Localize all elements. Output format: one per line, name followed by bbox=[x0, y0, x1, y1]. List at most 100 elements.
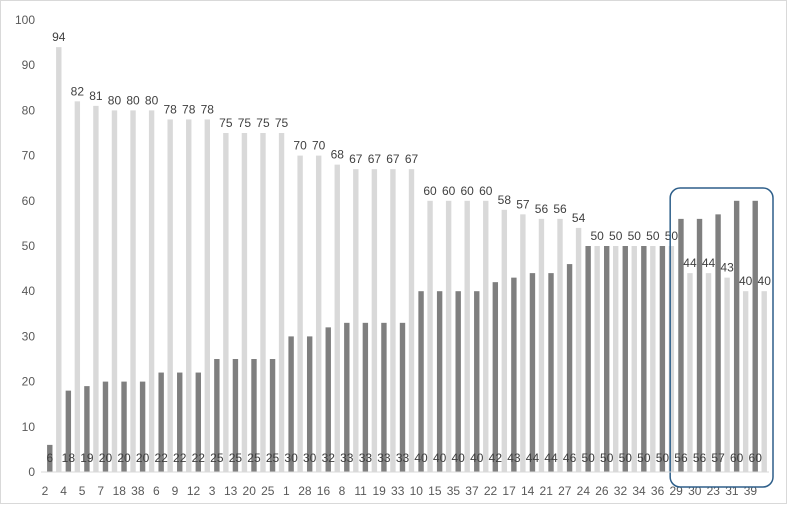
bar-light bbox=[613, 246, 619, 472]
x-tick-label: 32 bbox=[614, 484, 628, 498]
bar-dark bbox=[529, 273, 536, 472]
bar-dark bbox=[306, 336, 313, 472]
x-tick-label: 19 bbox=[372, 484, 386, 498]
bars bbox=[47, 47, 767, 473]
y-tick-label: 50 bbox=[22, 239, 36, 253]
bar-dark bbox=[641, 246, 647, 472]
y-axis-ticks: 0 10 20 30 40 50 60 70 80 90 100 bbox=[15, 13, 35, 479]
bar-dark bbox=[344, 322, 350, 472]
data-label-dark: 25 bbox=[247, 451, 261, 465]
data-label-light: 40 bbox=[739, 274, 753, 288]
y-tick-label: 60 bbox=[22, 194, 36, 208]
bar-dark bbox=[177, 372, 183, 472]
bar-dark bbox=[585, 246, 591, 472]
bar-light bbox=[130, 110, 136, 473]
x-tick-label: 39 bbox=[744, 484, 758, 498]
bar-light bbox=[56, 47, 62, 473]
bar-light bbox=[334, 164, 340, 472]
data-label-dark: 20 bbox=[136, 451, 150, 465]
x-axis-ticks: 2 4 5 7 18 38 6 9 12 3 13 20 25 1 28 16 8 11 19 33 10 15 35 37 2… bbox=[42, 484, 758, 498]
data-label-dark: 33 bbox=[340, 451, 354, 465]
bar-light bbox=[204, 119, 210, 472]
data-label-dark: 30 bbox=[303, 451, 317, 465]
x-tick-label: 12 bbox=[187, 484, 201, 498]
bar-light bbox=[650, 246, 656, 472]
bar-dark bbox=[121, 381, 127, 472]
x-tick-label: 11 bbox=[354, 484, 367, 498]
data-labels: 6 94 18 82 19 81 20 80 20 80 20 80 22 78 22 78 22 78 25 75 2… bbox=[46, 30, 771, 465]
x-tick-label: 21 bbox=[540, 484, 554, 498]
data-label-dark: 40 bbox=[414, 451, 428, 465]
bar-light bbox=[445, 200, 452, 473]
bar-dark bbox=[158, 372, 164, 472]
bar-light bbox=[742, 291, 749, 472]
data-label-dark: 44 bbox=[526, 451, 540, 465]
bar-light bbox=[687, 273, 693, 472]
bar-light bbox=[297, 155, 303, 472]
bar-light bbox=[390, 169, 396, 472]
bar-dark bbox=[381, 322, 387, 472]
data-label-light: 78 bbox=[163, 102, 177, 116]
data-label-dark: 40 bbox=[452, 451, 466, 465]
x-tick-label: 35 bbox=[447, 484, 461, 498]
bar-dark bbox=[139, 381, 146, 472]
bar-light bbox=[111, 110, 118, 473]
x-tick-label: 16 bbox=[317, 484, 331, 498]
bar-dark bbox=[84, 386, 90, 472]
x-tick-label: 6 bbox=[153, 484, 160, 498]
y-tick-label: 70 bbox=[22, 149, 36, 163]
data-label-dark: 25 bbox=[210, 451, 224, 465]
x-tick-label: 34 bbox=[632, 484, 646, 498]
data-label-light: 67 bbox=[386, 152, 400, 166]
x-tick-label: 27 bbox=[558, 484, 572, 498]
x-tick-label: 2 bbox=[42, 484, 49, 498]
data-label-light: 78 bbox=[182, 102, 196, 116]
data-label-light: 50 bbox=[665, 229, 679, 243]
data-label-light: 50 bbox=[628, 229, 642, 243]
x-tick-label: 17 bbox=[502, 484, 516, 498]
bar-dark bbox=[325, 327, 331, 472]
x-tick-label: 22 bbox=[484, 484, 498, 498]
bar-dark bbox=[418, 291, 424, 472]
bar-dark bbox=[659, 246, 666, 472]
data-label-dark: 50 bbox=[637, 451, 651, 465]
bar-light bbox=[315, 155, 322, 472]
bar-dark bbox=[715, 214, 721, 473]
bar-light bbox=[594, 246, 600, 472]
bar-light bbox=[520, 214, 526, 473]
x-tick-label: 24 bbox=[577, 484, 591, 498]
data-label-light: 75 bbox=[256, 116, 270, 130]
bar-light bbox=[93, 105, 99, 472]
x-tick-label: 31 bbox=[725, 484, 739, 498]
data-label-dark: 33 bbox=[396, 451, 410, 465]
data-label-dark: 50 bbox=[581, 451, 595, 465]
bar-light bbox=[538, 218, 545, 472]
data-label-dark: 50 bbox=[600, 451, 614, 465]
data-label-light: 43 bbox=[720, 261, 734, 275]
bar-dark bbox=[752, 200, 758, 473]
data-label-dark: 18 bbox=[62, 451, 76, 465]
bar-light bbox=[557, 218, 563, 472]
x-tick-label: 36 bbox=[651, 484, 665, 498]
data-label-light: 81 bbox=[89, 89, 103, 103]
data-label-light: 40 bbox=[758, 274, 772, 288]
bar-light bbox=[260, 133, 266, 472]
data-label-light: 44 bbox=[683, 256, 697, 270]
bar-dark bbox=[733, 200, 740, 473]
data-label-dark: 25 bbox=[229, 451, 243, 465]
y-tick-label: 40 bbox=[22, 284, 36, 298]
x-tick-label: 28 bbox=[298, 484, 312, 498]
x-tick-label: 30 bbox=[688, 484, 702, 498]
x-tick-label: 38 bbox=[131, 484, 145, 498]
data-label-light: 80 bbox=[108, 93, 122, 107]
data-label-light: 80 bbox=[126, 93, 140, 107]
y-tick-label: 0 bbox=[28, 465, 35, 479]
bar-dark bbox=[474, 291, 480, 472]
bar-light bbox=[668, 246, 675, 472]
data-label-light: 57 bbox=[516, 197, 530, 211]
x-tick-label: 5 bbox=[79, 484, 86, 498]
x-tick-label: 14 bbox=[521, 484, 535, 498]
bar-dark bbox=[492, 282, 499, 472]
annotations bbox=[669, 187, 774, 488]
